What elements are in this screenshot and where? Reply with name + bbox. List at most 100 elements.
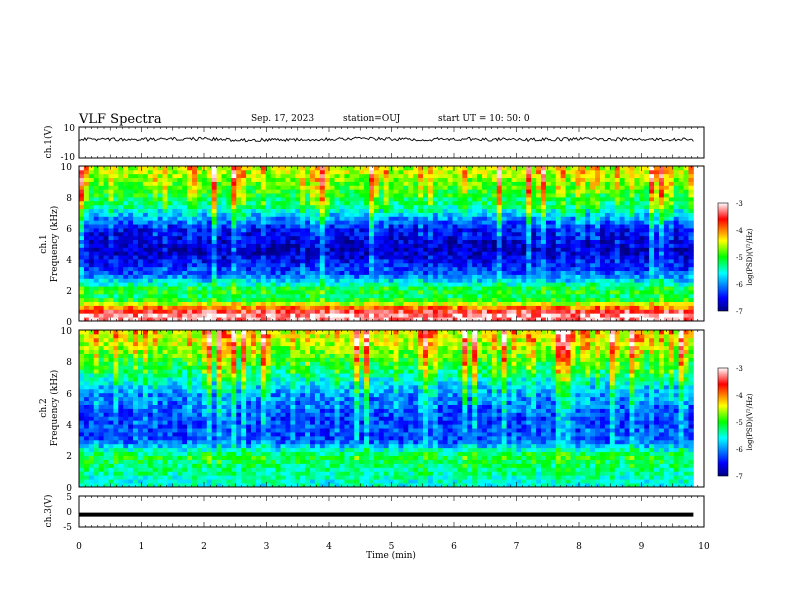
spectrogram-cell bbox=[541, 262, 547, 268]
spectrogram-cell bbox=[378, 293, 385, 299]
spectrogram-cell bbox=[639, 228, 645, 233]
spectrogram-cell bbox=[427, 181, 434, 186]
spectrogram-cell bbox=[137, 193, 144, 198]
spectrogram-cell bbox=[545, 255, 552, 260]
spectrogram-cell bbox=[668, 185, 675, 190]
spectrogram-cell bbox=[305, 235, 311, 241]
spectrogram-cell bbox=[137, 278, 144, 283]
spectrogram-cell bbox=[678, 282, 684, 287]
spectrogram-cell bbox=[206, 220, 213, 225]
spectrogram-cell bbox=[103, 305, 109, 310]
spectrogram-cell bbox=[668, 278, 675, 283]
spectrogram-cell bbox=[472, 305, 478, 310]
spectrogram-cell bbox=[570, 255, 576, 260]
spectrogram-cell bbox=[383, 212, 390, 217]
spectrogram-cell bbox=[388, 200, 394, 206]
spectrogram-cell bbox=[580, 212, 586, 217]
spectrogram-cell bbox=[624, 286, 630, 291]
spectrogram-cell bbox=[157, 243, 163, 248]
spectrogram-cell bbox=[565, 262, 571, 268]
spectrogram-cell bbox=[226, 208, 232, 213]
spectrogram-cell bbox=[255, 208, 262, 213]
spectrogram-cell bbox=[442, 216, 449, 221]
spectrogram-cell bbox=[221, 309, 227, 314]
spectrogram-cell bbox=[408, 293, 414, 299]
spectrogram-cell bbox=[575, 259, 581, 264]
spectrogram-cell bbox=[137, 208, 144, 213]
spectrogram-cell bbox=[580, 166, 586, 171]
spectrogram-cell bbox=[231, 309, 237, 314]
spectrogram-cell bbox=[187, 173, 193, 179]
spectrogram-cell bbox=[408, 274, 414, 279]
spectrogram-cell bbox=[629, 270, 635, 275]
spectrogram-cell bbox=[383, 177, 390, 182]
spectrogram-cell bbox=[467, 235, 473, 241]
spectrogram-cell bbox=[231, 231, 237, 237]
spectrogram-cell bbox=[482, 270, 488, 275]
spectrogram-cell bbox=[314, 282, 321, 287]
spectrogram-cell bbox=[196, 266, 203, 272]
spectrogram-cell bbox=[619, 290, 625, 295]
spectrogram-cell bbox=[550, 197, 557, 202]
spectrogram-cell bbox=[452, 282, 458, 287]
spectrogram-cell bbox=[423, 166, 429, 171]
spectrogram-cell bbox=[177, 270, 183, 275]
spectrogram-cell bbox=[251, 177, 257, 182]
spectrogram-cell bbox=[590, 251, 596, 256]
spectrogram-cell bbox=[118, 259, 124, 264]
spectrogram-cell bbox=[137, 305, 144, 310]
spectrogram-cell bbox=[688, 228, 694, 233]
spectrogram-cell bbox=[241, 286, 247, 291]
spectrogram-cell bbox=[408, 197, 414, 202]
spectrogram-cell bbox=[285, 274, 291, 279]
spectrogram-cell bbox=[79, 169, 85, 175]
spectrogram-cell bbox=[236, 270, 242, 275]
spectrogram-cell bbox=[236, 301, 242, 306]
spectrogram-cell bbox=[265, 197, 272, 202]
spectrogram-cell bbox=[388, 259, 394, 264]
spectrogram-cell bbox=[683, 266, 689, 272]
spectrogram-cell bbox=[354, 293, 360, 299]
spectrogram-cell bbox=[123, 220, 129, 225]
spectrogram-cell bbox=[177, 313, 183, 318]
spectrogram-cell bbox=[221, 212, 227, 217]
spectrogram-cell bbox=[590, 301, 596, 306]
spectrogram-cell bbox=[93, 208, 100, 213]
spectrogram-cell bbox=[265, 177, 272, 182]
spectrogram-cell bbox=[157, 185, 163, 190]
spectrogram-cell bbox=[359, 193, 365, 198]
spectrogram-cell bbox=[565, 247, 571, 252]
spectrogram-cell bbox=[113, 286, 119, 291]
spectrogram-cell bbox=[388, 224, 394, 229]
spectrogram-cell bbox=[88, 278, 95, 283]
spectrogram-cell bbox=[344, 259, 350, 264]
spectrogram-cell bbox=[654, 166, 660, 171]
spectrogram-cell bbox=[305, 282, 311, 287]
spectrogram-cell bbox=[668, 220, 675, 225]
spectrogram-cell bbox=[683, 274, 689, 279]
spectrogram-cell bbox=[255, 266, 262, 272]
spectrogram-cell bbox=[580, 200, 586, 206]
spectrogram-cell bbox=[482, 231, 488, 237]
spectrogram-cell bbox=[565, 278, 571, 283]
spectrogram-cell bbox=[477, 181, 483, 186]
spectrogram-cell bbox=[649, 259, 655, 264]
spectrogram-cell bbox=[255, 231, 262, 237]
spectrogram-cell bbox=[162, 197, 168, 202]
spectrogram-cell bbox=[241, 297, 247, 303]
spectrogram-cell bbox=[580, 216, 586, 221]
spectrogram-cell bbox=[668, 216, 675, 221]
spectrogram-cell bbox=[486, 239, 493, 244]
spectrogram-cell bbox=[359, 262, 365, 268]
spectrogram-cell bbox=[378, 266, 385, 272]
spectrogram-cell bbox=[359, 169, 365, 175]
spectrogram-cell bbox=[541, 274, 547, 279]
spectrogram-cell bbox=[536, 173, 542, 179]
spectrogram-cell bbox=[619, 301, 625, 306]
spectrogram-cell bbox=[275, 185, 281, 190]
spectrogram-cell bbox=[216, 297, 222, 303]
spectrogram-cell bbox=[486, 173, 493, 179]
spectrogram-cell bbox=[531, 278, 537, 283]
spectrogram-cell bbox=[329, 255, 335, 260]
